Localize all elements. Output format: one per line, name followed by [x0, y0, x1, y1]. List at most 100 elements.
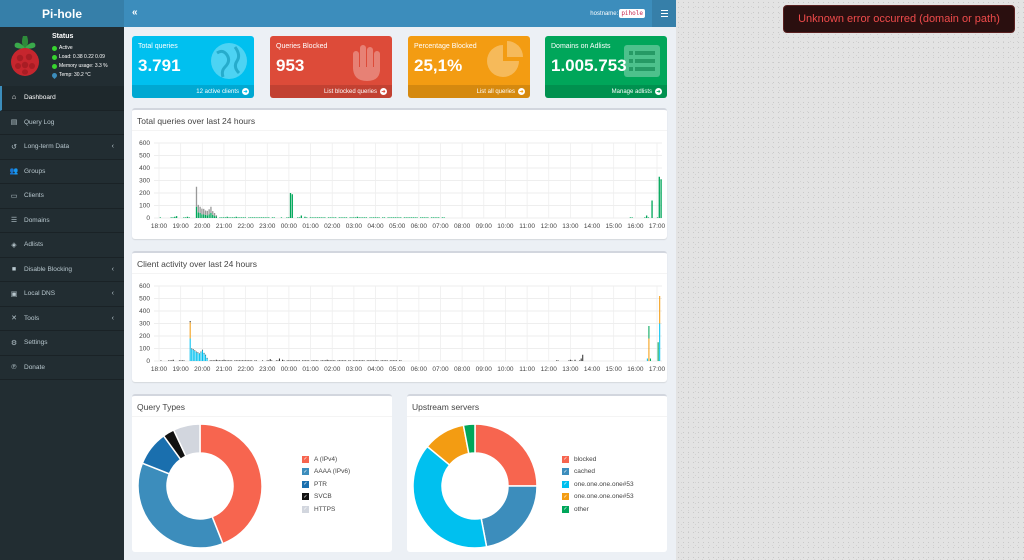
bar-permitted[interactable]	[382, 217, 384, 218]
bar-client_d[interactable]	[391, 360, 393, 361]
bar-client_d[interactable]	[579, 360, 581, 361]
bar-permitted[interactable]	[324, 217, 326, 218]
bar-client_d[interactable]	[557, 360, 559, 361]
bar-permitted[interactable]	[201, 214, 203, 218]
bar-client_d[interactable]	[289, 360, 291, 361]
bar-client_d[interactable]	[582, 354, 584, 361]
bar-client_d[interactable]	[212, 360, 214, 361]
bar-permitted[interactable]	[197, 212, 199, 218]
bar-client_d[interactable]	[334, 360, 336, 361]
bar-client_d[interactable]	[254, 360, 256, 361]
bar-client_d[interactable]	[358, 360, 361, 361]
bar-client_d[interactable]	[317, 360, 319, 361]
bar-client_d[interactable]	[325, 360, 327, 361]
bar-permitted[interactable]	[645, 215, 648, 219]
bar-permitted[interactable]	[443, 217, 445, 218]
sidebar-item-query-log[interactable]: ▤ Query Log	[0, 111, 124, 135]
bar-client_d[interactable]	[323, 360, 325, 361]
bar-permitted[interactable]	[318, 217, 321, 218]
bar-permitted[interactable]	[400, 217, 402, 218]
bar-client_d[interactable]	[240, 360, 242, 361]
bar-permitted[interactable]	[416, 217, 418, 218]
legend-item[interactable]: ✓ one.one.one.one#53	[562, 491, 634, 504]
bar-client_d[interactable]	[203, 352, 205, 354]
bar-client_d[interactable]	[312, 360, 314, 361]
bar-client_d[interactable]	[200, 351, 202, 353]
legend-item[interactable]: ✓ HTTPS	[302, 503, 350, 516]
bar-blocked[interactable]	[195, 186, 198, 207]
bar-client_d[interactable]	[311, 360, 313, 361]
bar-client_d[interactable]	[235, 360, 237, 361]
bar-client_d[interactable]	[338, 360, 341, 361]
summary-box-footer-link[interactable]: 12 active clients ➜	[132, 85, 254, 98]
bar-client_d[interactable]	[357, 360, 359, 361]
bar-client_d[interactable]	[556, 360, 558, 361]
bar-client_d[interactable]	[241, 360, 244, 361]
bar-client_b[interactable]	[648, 338, 650, 362]
bar-permitted[interactable]	[387, 217, 389, 218]
bar-client_d[interactable]	[386, 360, 388, 361]
bar-client_d[interactable]	[209, 360, 211, 361]
bar-permitted[interactable]	[289, 193, 292, 218]
bar-client_a[interactable]	[646, 358, 648, 362]
bar-permitted[interactable]	[309, 217, 312, 218]
bar-permitted[interactable]	[427, 217, 429, 218]
bar-permitted[interactable]	[351, 217, 353, 218]
bar-client_d[interactable]	[322, 360, 324, 361]
bar-client_d[interactable]	[245, 360, 247, 361]
legend-checkbox-icon[interactable]: ✓	[302, 480, 309, 488]
bar-permitted[interactable]	[250, 217, 252, 218]
bar-permitted[interactable]	[660, 179, 662, 218]
bar-client_d[interactable]	[291, 360, 293, 361]
bar-permitted[interactable]	[184, 217, 187, 218]
bar-client_d[interactable]	[282, 359, 284, 361]
bar-permitted[interactable]	[329, 217, 331, 218]
bar-client_d[interactable]	[218, 360, 220, 361]
bar-permitted[interactable]	[436, 217, 438, 218]
bar-client_d[interactable]	[363, 360, 365, 361]
bar-permitted[interactable]	[344, 217, 346, 218]
bar-permitted[interactable]	[421, 217, 424, 218]
bar-client_d[interactable]	[377, 360, 379, 361]
bar-client_d[interactable]	[286, 360, 288, 361]
bar-client_d[interactable]	[191, 348, 193, 350]
bar-client_d[interactable]	[362, 360, 364, 361]
bar-blocked[interactable]	[203, 208, 205, 215]
pie-slice-aaaa-ipv6-[interactable]	[137, 462, 224, 549]
bar-client_d[interactable]	[314, 360, 316, 361]
bar-permitted[interactable]	[231, 217, 234, 218]
bar-permitted[interactable]	[311, 217, 313, 218]
error-toast[interactable]: Unknown error occurred (domain or path)	[783, 5, 1015, 33]
bar-permitted[interactable]	[304, 216, 306, 218]
bar-client_d[interactable]	[297, 360, 299, 361]
bar-permitted[interactable]	[255, 217, 257, 218]
bar-permitted[interactable]	[320, 217, 322, 218]
bar-client_d[interactable]	[234, 360, 236, 361]
bar-client_d[interactable]	[294, 360, 296, 361]
bar-permitted[interactable]	[394, 217, 396, 218]
legend-checkbox-icon[interactable]: ✓	[562, 455, 569, 463]
legend-checkbox-icon[interactable]: ✓	[562, 480, 569, 488]
bar-permitted[interactable]	[244, 217, 246, 218]
bar-permitted[interactable]	[425, 217, 427, 218]
bar-client_d[interactable]	[355, 360, 357, 361]
bar-client_d[interactable]	[383, 360, 385, 361]
bar-permitted[interactable]	[354, 217, 357, 218]
bar-permitted[interactable]	[360, 217, 362, 218]
bar-permitted[interactable]	[412, 217, 415, 218]
bar-permitted[interactable]	[204, 214, 207, 218]
sidebar-item-long-term-data[interactable]: ↺ Long-term Data ‹	[0, 135, 124, 160]
bar-permitted[interactable]	[392, 217, 395, 218]
bar-permitted[interactable]	[280, 217, 283, 218]
bar-blocked[interactable]	[213, 213, 216, 217]
bar-client_a[interactable]	[192, 349, 194, 361]
bar-client_a[interactable]	[195, 352, 197, 361]
bar-client_d[interactable]	[194, 350, 196, 351]
sidebar-item-local-dns[interactable]: ▣ Local DNS ‹	[0, 282, 124, 307]
bar-client_d[interactable]	[332, 360, 334, 361]
bar-client_d[interactable]	[369, 360, 371, 361]
legend-checkbox-icon[interactable]: ✓	[302, 493, 309, 501]
bar-client_d[interactable]	[223, 359, 225, 361]
bar-client_d[interactable]	[169, 360, 171, 361]
sidebar-item-disable-blocking[interactable]: ■ Disable Blocking ‹	[0, 258, 124, 282]
